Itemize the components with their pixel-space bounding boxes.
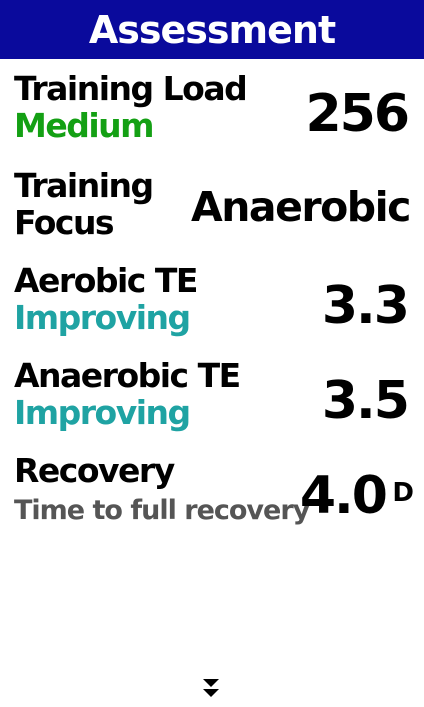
row-status: Improving [14,298,191,337]
row-label: Training Focus [14,166,154,242]
row-label: Recovery [14,451,175,490]
header-title: Assessment [0,0,424,59]
scroll-down-icon[interactable] [201,677,221,701]
row-value: Anaerobic [191,183,412,231]
row-label: Anaerobic TE [14,356,241,395]
row-unit: D [392,478,414,508]
row-label: Aerobic TE [14,261,198,300]
row-status: Improving [14,393,191,432]
row-value: 3.5 [321,371,410,431]
row-value: 3.3 [321,276,410,336]
chevron [203,679,219,687]
row-value: 4.0 [299,466,388,526]
row-value: 256 [305,84,410,144]
chevron [203,689,219,697]
row-status: Time to full recovery [14,495,310,526]
row-status: Medium [14,106,155,145]
row-label: Training Load [14,69,248,108]
